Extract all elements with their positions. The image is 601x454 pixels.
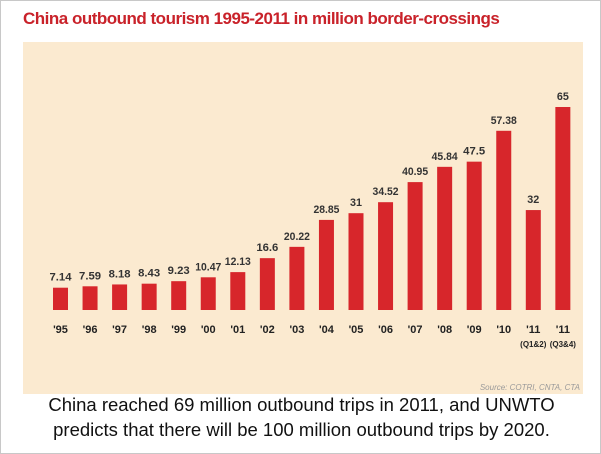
- value-label: 65: [557, 91, 569, 103]
- x-tick-sublabel: (Q1&2): [520, 340, 547, 349]
- bar: [141, 283, 157, 310]
- value-label: 8.18: [109, 268, 131, 280]
- bar: [378, 202, 394, 310]
- bar: [289, 246, 305, 310]
- bar: [437, 166, 453, 310]
- x-tick-label: '97: [112, 324, 127, 336]
- value-label: 7.14: [50, 272, 73, 284]
- x-tick-label: '11: [526, 324, 540, 336]
- bar: [112, 284, 128, 310]
- chart-title: China outbound tourism 1995-2011 in mill…: [23, 9, 500, 28]
- bar: [230, 272, 246, 310]
- x-tick-label: '02: [260, 324, 275, 336]
- value-label: 20.22: [284, 231, 310, 243]
- x-tick-label: '95: [53, 324, 68, 336]
- bar: [496, 130, 512, 310]
- value-label: 57.38: [491, 115, 517, 127]
- chart-panel: 7.14 '95 7.59 '96 8.18 '97 8.43 '98 9.23 '99 10.47…: [23, 42, 583, 394]
- caption-line-1: China reached 69 million outbound trips …: [48, 394, 555, 415]
- x-tick-label: '09: [467, 324, 482, 336]
- x-tick-sublabel: (Q3&4): [550, 340, 577, 349]
- x-tick-label: '96: [83, 324, 98, 336]
- x-tick-label: '98: [142, 324, 157, 336]
- bar: [259, 258, 275, 310]
- value-label: 47.5: [463, 146, 485, 158]
- value-label: 8.43: [138, 268, 160, 280]
- x-tick-label: '06: [378, 324, 393, 336]
- value-label: 12.13: [225, 256, 251, 268]
- x-tick-label: '00: [201, 324, 216, 336]
- x-tick-label: '10: [496, 324, 511, 336]
- source-note: Source: COTRI, CNTA, CTA: [479, 383, 580, 392]
- value-label: 9.23: [168, 265, 190, 277]
- bar: [466, 161, 482, 310]
- x-tick-label: '11: [556, 324, 570, 336]
- bar: [53, 287, 68, 310]
- value-label: 45.84: [432, 151, 459, 163]
- x-tick-label: '07: [408, 324, 423, 336]
- bar: [82, 286, 98, 310]
- value-label: 31: [350, 197, 362, 209]
- value-label: 40.95: [402, 166, 428, 178]
- caption: China reached 69 million outbound trips …: [1, 392, 601, 442]
- x-tick-label: '03: [289, 324, 304, 336]
- value-label: 7.59: [79, 270, 101, 282]
- bar: [525, 210, 541, 310]
- value-label: 32: [527, 194, 539, 206]
- x-tick-label: '99: [171, 324, 186, 336]
- value-label: 16.6: [256, 242, 278, 254]
- bar: [318, 219, 334, 310]
- x-tick-label: '01: [230, 324, 245, 336]
- value-label: 34.52: [373, 186, 399, 198]
- bar: [171, 281, 187, 310]
- bar-chart: 7.14 '95 7.59 '96 8.18 '97 8.43 '98 9.23 '99 10.47…: [50, 91, 577, 349]
- bar: [200, 277, 216, 310]
- bar: [348, 213, 364, 310]
- x-tick-label: '04: [319, 324, 335, 336]
- caption-line-2: predicts that there will be 100 million …: [53, 419, 550, 440]
- bar: [407, 182, 423, 310]
- value-label: 10.47: [195, 261, 221, 273]
- x-tick-label: '08: [437, 324, 452, 336]
- value-label: 28.85: [313, 204, 339, 216]
- x-tick-label: '05: [349, 324, 364, 336]
- bar: [555, 107, 571, 310]
